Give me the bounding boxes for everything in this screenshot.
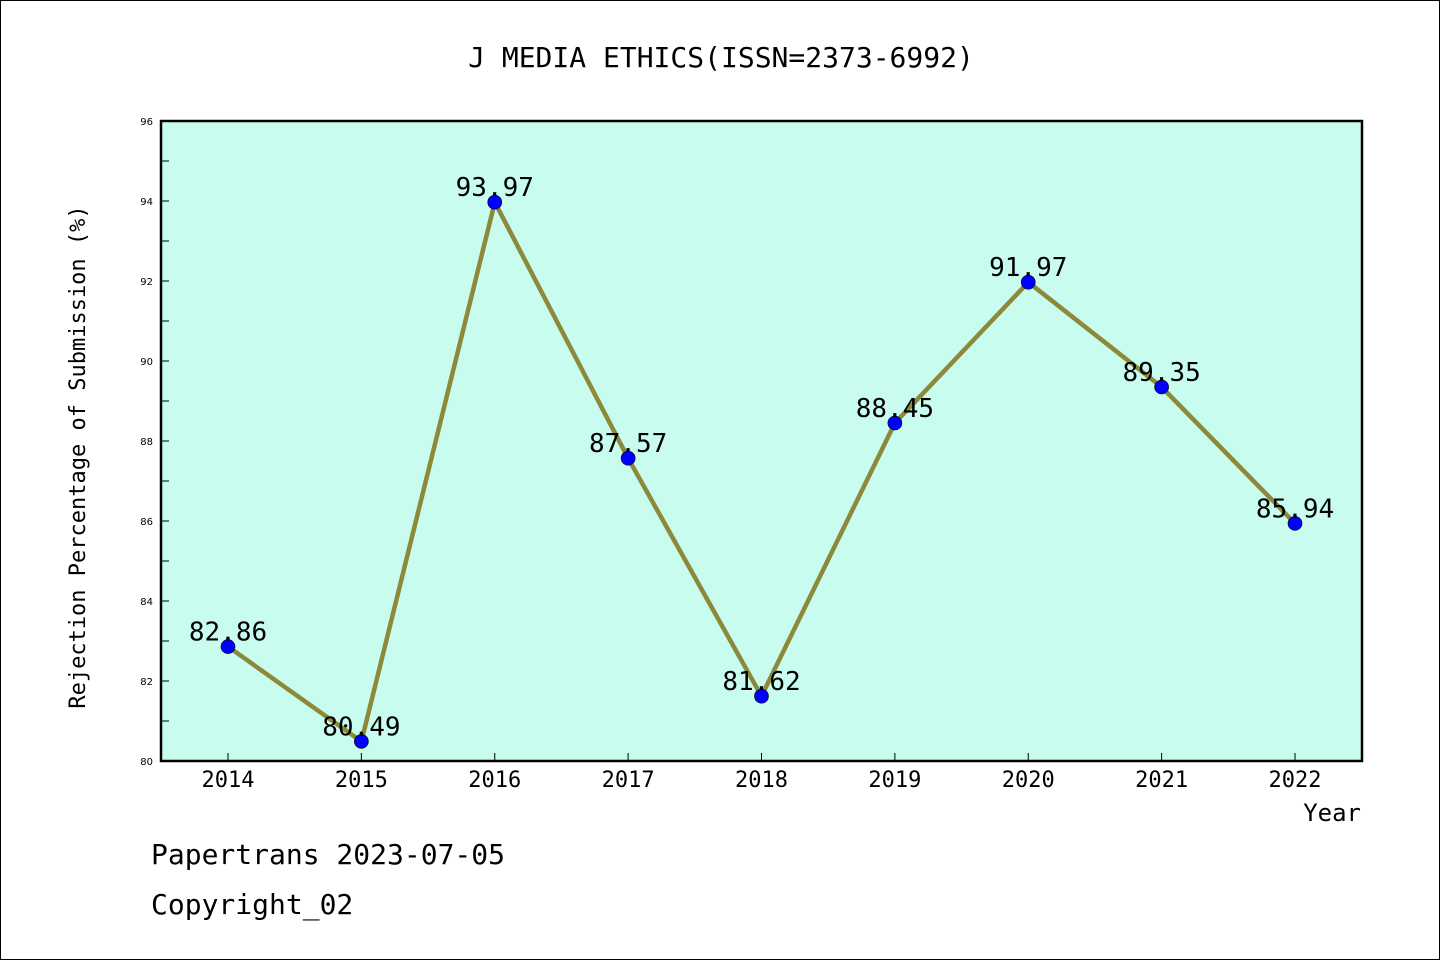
x-tick-label: 2015	[335, 768, 388, 793]
x-tick-label: 2018	[735, 768, 788, 793]
x-tick-label: 2016	[468, 768, 521, 793]
x-tick-label: 2022	[1269, 768, 1322, 793]
y-tick-label: 82	[140, 677, 153, 688]
y-tick-labels-group: 80 82 84 86 88 90 92 94 96	[140, 117, 153, 768]
data-point-marker	[887, 415, 903, 431]
y-tick-label: 90	[140, 357, 153, 368]
x-axis-label: Year	[1303, 799, 1361, 827]
data-label: 91.97	[989, 253, 1067, 283]
chart-title: J MEDIA ETHICS(ISSN=2373-6992)	[468, 41, 974, 74]
footer-copyright: Copyright_02	[151, 888, 353, 922]
data-point-marker	[1287, 516, 1303, 531]
x-tick-labels-group: 2014 2015 2016 2017 2018 2019 2020 2021 2022	[202, 768, 1322, 793]
data-label: 80.49	[322, 712, 400, 742]
data-point-marker	[1154, 379, 1169, 395]
x-tick-label: 2021	[1135, 768, 1188, 793]
x-tick-label: 2014	[202, 768, 255, 793]
x-tick-marks	[227, 753, 1296, 761]
data-label: 87.57	[589, 429, 667, 459]
data-label: 93.97	[456, 173, 534, 203]
y-tick-label: 94	[140, 197, 153, 208]
data-labels-group: 82.86 80.49 93.97 87.57 81.62 88.45 91.97 89.35…	[189, 173, 1334, 742]
y-tick-label: 92	[140, 277, 153, 288]
y-tick-label: 96	[140, 117, 153, 128]
plot-border	[159, 119, 1364, 763]
data-point-marker	[354, 734, 369, 749]
y-tick-label: 80	[140, 757, 153, 768]
footer-date: Papertrans 2023-07-05	[151, 838, 505, 871]
x-tick-label: 2017	[602, 768, 655, 793]
x-tick-label: 2019	[868, 768, 921, 793]
data-label: 89.35	[1122, 358, 1200, 388]
plot-area	[161, 121, 1362, 761]
data-point-marker	[754, 688, 769, 704]
markers-group	[220, 194, 1303, 749]
data-label: 82.86	[189, 618, 267, 648]
x-tick-label: 2020	[1002, 768, 1055, 793]
y-axis-label: Rejection Percentage of Submission (%)	[66, 205, 91, 708]
y-tick-label: 84	[140, 597, 153, 608]
y-tick-label: 86	[140, 517, 153, 528]
data-point-marker	[620, 450, 636, 466]
data-point-marker	[1020, 274, 1036, 290]
data-label: 81.62	[722, 667, 800, 697]
data-label: 85.94	[1256, 494, 1334, 524]
data-point-marker	[487, 194, 503, 210]
data-label: 88.45	[856, 394, 934, 424]
data-point-marker	[220, 639, 236, 654]
y-tick-label: 88	[140, 437, 153, 448]
